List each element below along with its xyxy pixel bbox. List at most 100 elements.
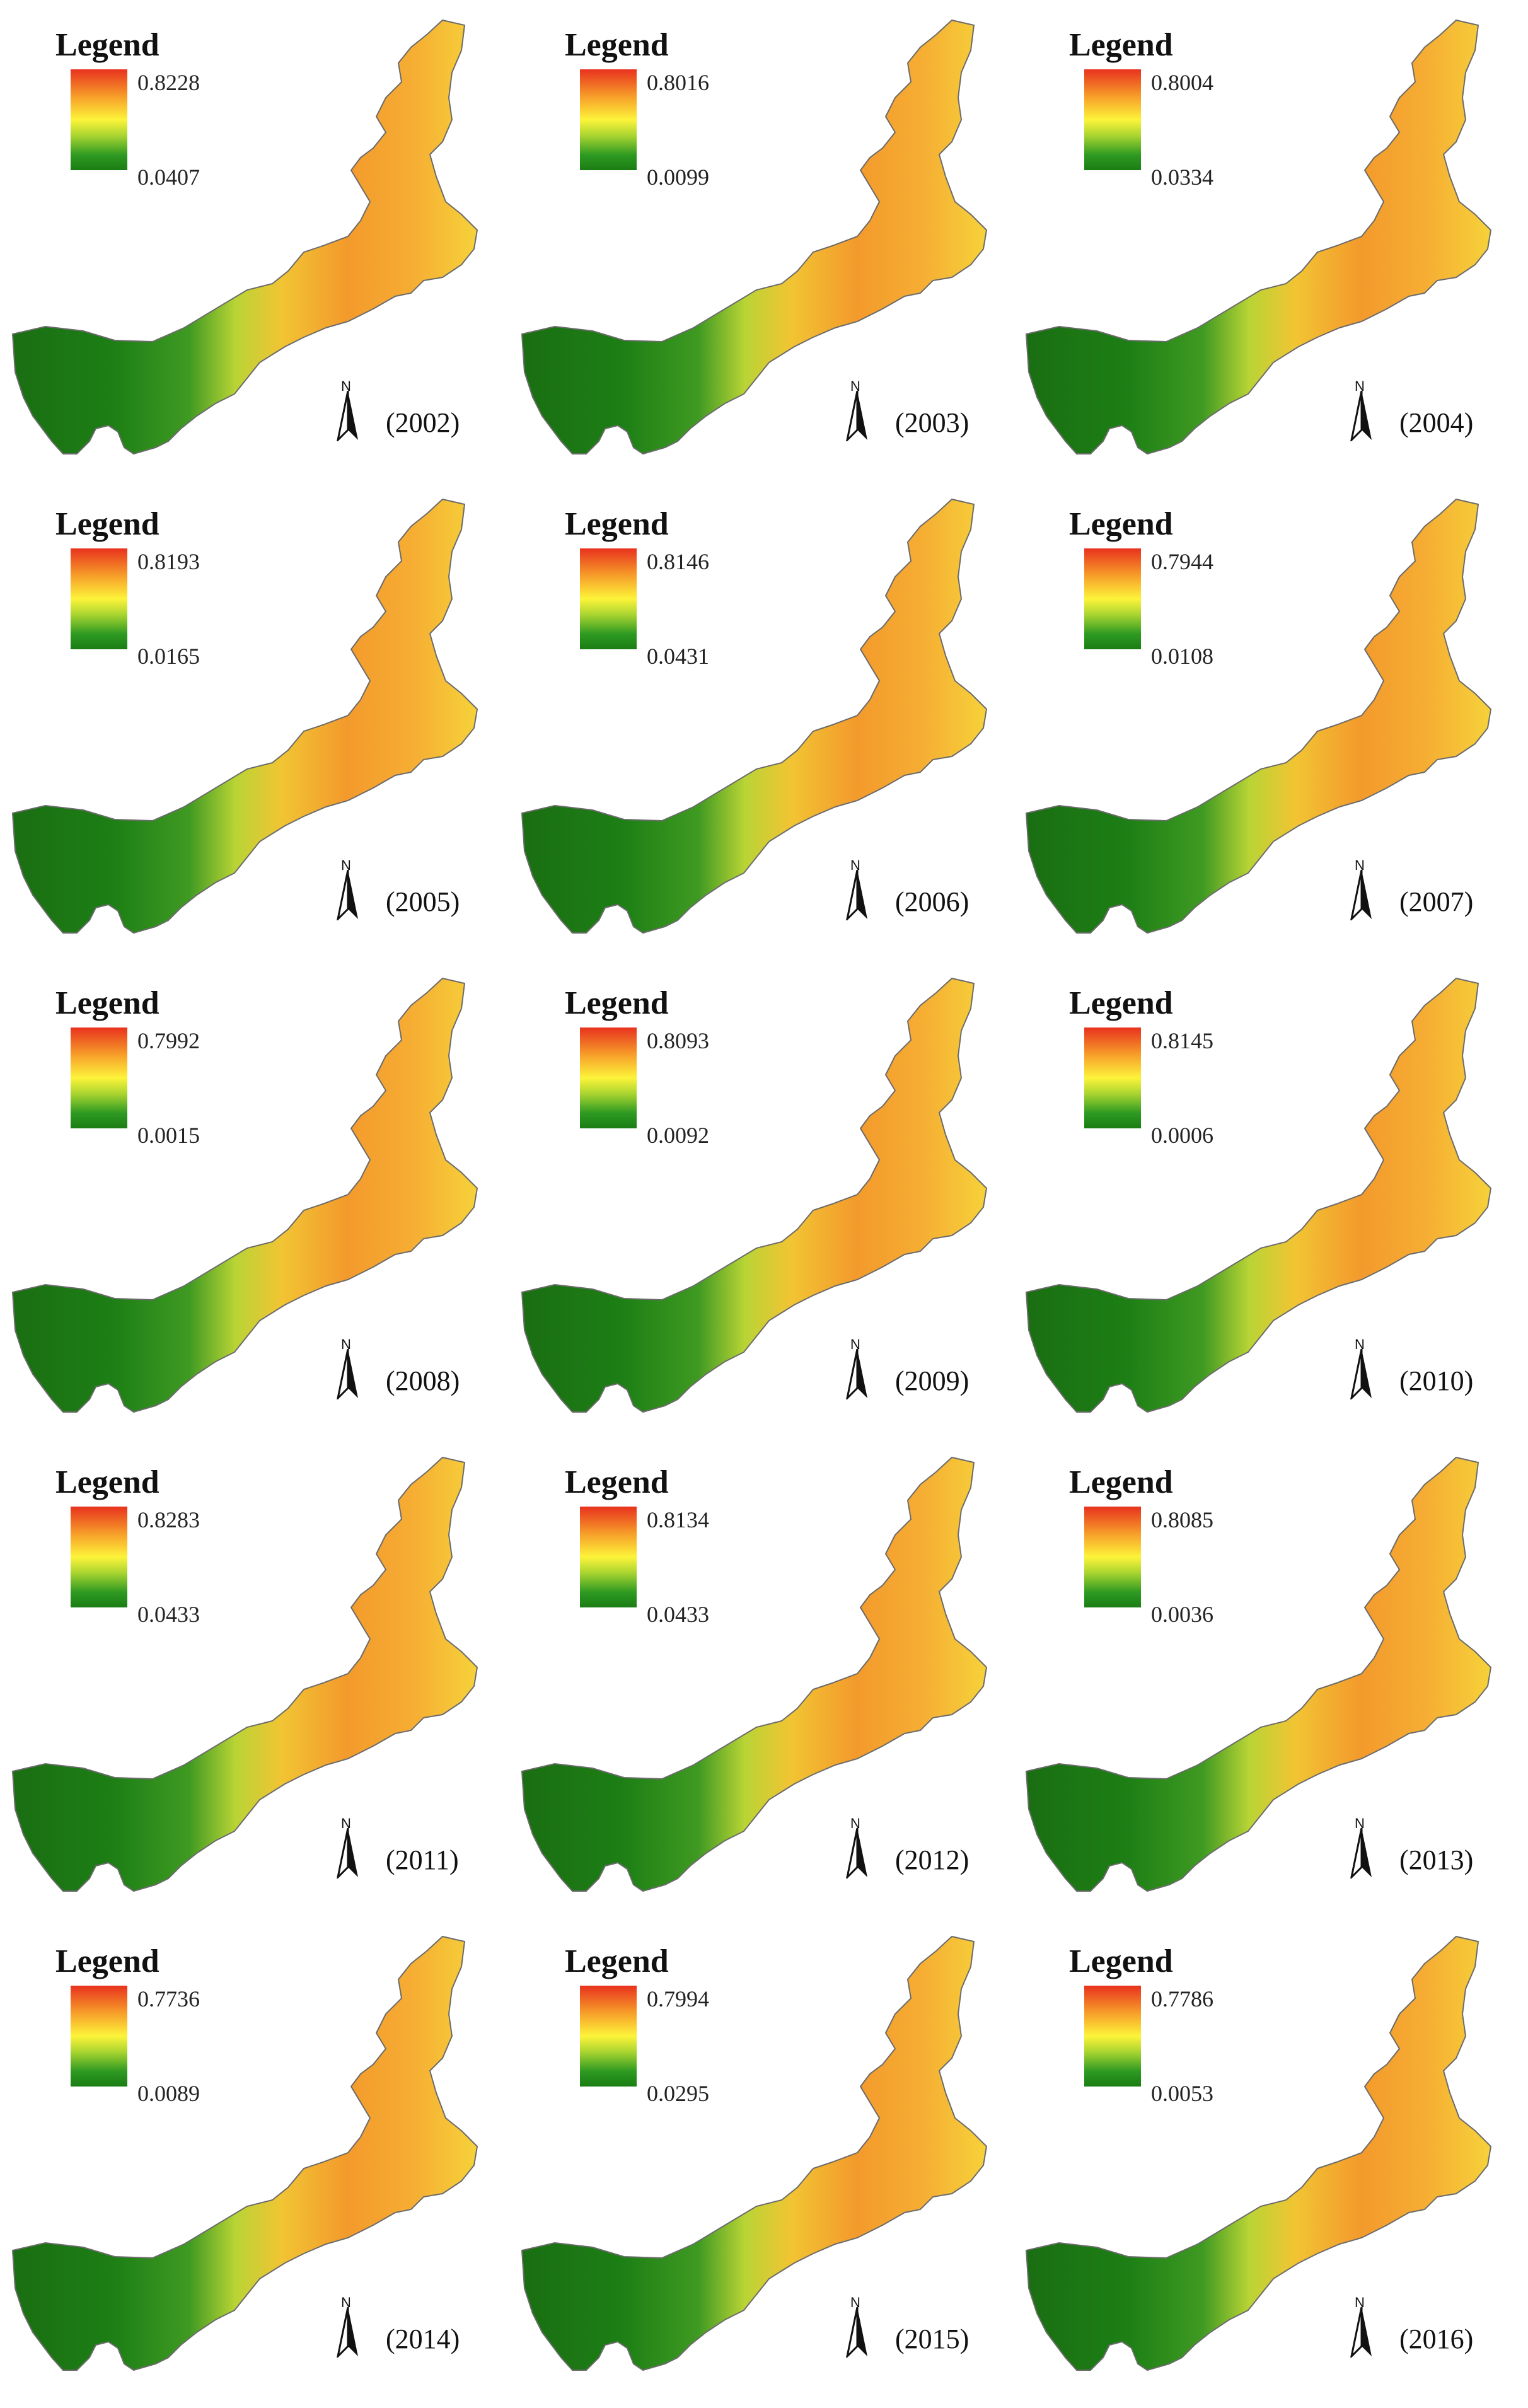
legend-min-value: 0.0108 — [1151, 644, 1213, 669]
legend-min-value: 0.0015 — [137, 1123, 200, 1148]
north-arrow-icon — [337, 1828, 358, 1878]
legend-title: Legend — [565, 506, 669, 542]
legend-max-value: 0.7992 — [137, 1028, 200, 1053]
region-shape — [1025, 1935, 1492, 2371]
legend-min-value: 0.0295 — [647, 2081, 709, 2106]
region-map — [1025, 498, 1492, 934]
region-shape — [521, 977, 988, 1413]
region-map — [11, 1935, 478, 2371]
north-arrow-icon — [1350, 391, 1372, 441]
north-arrow-icon — [337, 2307, 358, 2358]
legend-title: Legend — [1069, 985, 1173, 1021]
legend-max-value: 0.7994 — [647, 1986, 709, 2011]
legend-color-ramp — [1084, 548, 1141, 649]
map-panel-7: Legend 0.7992 0.0015 N (2008) — [8, 971, 506, 1450]
north-label: N — [850, 857, 860, 873]
map-panel-8: Legend 0.8093 0.0092 N (2009) — [517, 971, 1015, 1450]
region-shape — [521, 1456, 988, 1892]
lake-marker — [1349, 131, 1367, 148]
north-label: N — [341, 2295, 351, 2310]
region-shape — [11, 19, 478, 455]
lake-marker — [1349, 1568, 1367, 1585]
legend-max-value: 0.8004 — [1151, 70, 1213, 95]
legend-title: Legend — [55, 1464, 159, 1500]
legend-title: Legend — [55, 1943, 159, 1979]
map-panel-11: Legend 0.8134 0.0433 N (2012) — [517, 1450, 1015, 1929]
legend-title: Legend — [55, 27, 159, 63]
region-map — [11, 977, 478, 1413]
legend-min-value: 0.0165 — [137, 644, 200, 669]
map-panel-6: Legend 0.7944 0.0108 N (2007) — [1021, 492, 1519, 971]
legend-title: Legend — [1069, 27, 1173, 63]
legend-max-value: 0.8283 — [137, 1507, 200, 1532]
year-label: (2006) — [895, 886, 969, 917]
legend-min-value: 0.0006 — [1151, 1123, 1213, 1148]
year-label: (2015) — [895, 2324, 969, 2354]
lake-marker — [335, 2047, 353, 2064]
lake-marker — [845, 1089, 862, 1106]
legend-title: Legend — [55, 506, 159, 542]
region-map — [521, 1456, 988, 1892]
legend-color-ramp — [1084, 1507, 1141, 1607]
legend-min-value: 0.0334 — [1151, 165, 1213, 190]
year-label: (2012) — [895, 1844, 969, 1875]
legend-title: Legend — [1069, 1943, 1173, 1979]
map-panel-15: Legend 0.7786 0.0053 N (2016) — [1021, 1929, 1519, 2408]
legend-max-value: 0.8085 — [1151, 1507, 1213, 1532]
north-label: N — [1355, 2295, 1365, 2310]
north-arrow-icon — [846, 391, 867, 441]
north-label: N — [850, 1336, 860, 1352]
legend-min-value: 0.0092 — [647, 1123, 709, 1148]
legend-color-ramp — [1084, 1986, 1141, 2087]
north-label: N — [341, 378, 351, 394]
region-map — [521, 1935, 988, 2371]
legend-min-value: 0.0053 — [1151, 2081, 1213, 2106]
north-label: N — [1355, 857, 1365, 873]
region-map — [521, 977, 988, 1413]
region-map — [1025, 1456, 1492, 1892]
legend-max-value: 0.8016 — [647, 70, 709, 95]
legend-title: Legend — [565, 27, 669, 63]
region-map — [11, 1456, 478, 1892]
map-panel-13: Legend 0.7736 0.0089 N (2014) — [8, 1929, 506, 2408]
year-label: (2008) — [386, 1365, 460, 1396]
north-arrow-icon — [1350, 870, 1372, 920]
north-label: N — [850, 378, 860, 394]
legend-min-value: 0.0089 — [137, 2081, 200, 2106]
region-map — [521, 19, 988, 455]
legend-title: Legend — [565, 1943, 669, 1979]
north-arrow-icon — [846, 1828, 867, 1878]
year-label: (2007) — [1399, 886, 1474, 917]
legend-title: Legend — [1069, 1464, 1173, 1500]
year-label: (2010) — [1399, 1365, 1474, 1396]
region-map — [1025, 977, 1492, 1413]
legend-min-value: 0.0407 — [137, 165, 200, 190]
map-panel-14: Legend 0.7994 0.0295 N (2015) — [517, 1929, 1015, 2408]
region-shape — [11, 1456, 478, 1892]
year-label: (2004) — [1399, 407, 1474, 438]
legend-max-value: 0.8193 — [137, 549, 200, 574]
legend-min-value: 0.0433 — [647, 1602, 709, 1627]
lake-marker — [845, 610, 862, 627]
region-map — [11, 19, 478, 455]
legend-max-value: 0.8134 — [647, 1507, 709, 1532]
region-shape — [521, 1935, 988, 2371]
legend-min-value: 0.0099 — [647, 165, 709, 190]
region-map — [11, 498, 478, 934]
year-label: (2016) — [1399, 2324, 1474, 2354]
region-shape — [521, 19, 988, 455]
north-label: N — [341, 1336, 351, 1352]
lake-marker — [1349, 2047, 1367, 2064]
north-arrow-icon — [1350, 1349, 1372, 1399]
region-shape — [1025, 1456, 1492, 1892]
map-panel-3: Legend 0.8004 0.0334 N (2004) — [1021, 13, 1519, 492]
map-panel-12: Legend 0.8085 0.0036 N (2013) — [1021, 1450, 1519, 1929]
year-label: (2002) — [386, 407, 460, 438]
north-arrow-icon — [337, 870, 358, 920]
north-arrow-icon — [846, 2307, 867, 2358]
lake-marker — [1349, 610, 1367, 627]
lake-marker — [335, 131, 353, 148]
region-shape — [521, 498, 988, 934]
north-label: N — [850, 2295, 860, 2310]
